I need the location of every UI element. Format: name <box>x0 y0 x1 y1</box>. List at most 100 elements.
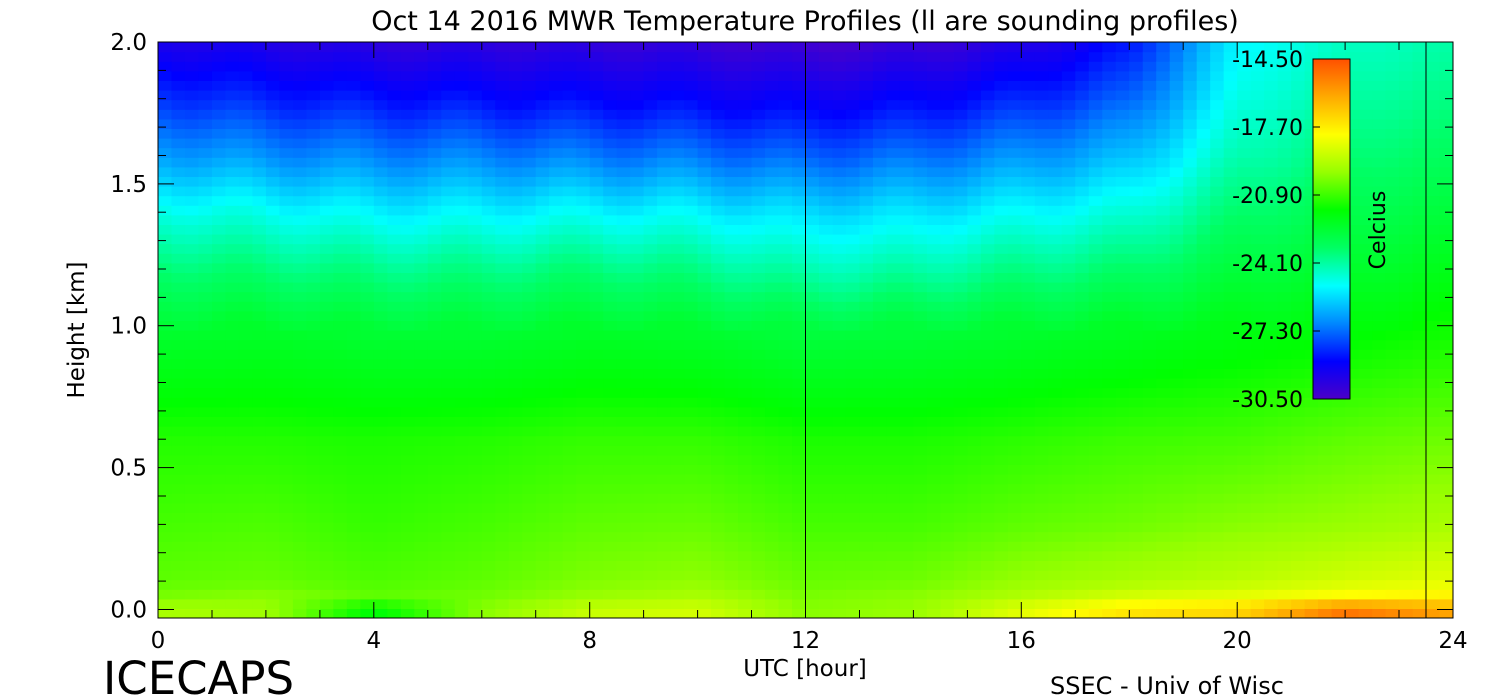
heatmap-cell <box>589 253 604 264</box>
heatmap-cell <box>319 70 334 81</box>
heatmap-cell <box>468 214 483 225</box>
heatmap-cell <box>1061 272 1076 283</box>
heatmap-cell <box>158 358 173 369</box>
heatmap-cell <box>792 291 807 302</box>
heatmap-cell <box>724 128 739 139</box>
heatmap-cell <box>306 339 321 350</box>
heatmap-cell <box>1048 339 1063 350</box>
heatmap-cell <box>238 320 254 331</box>
heatmap-cell <box>1102 234 1117 245</box>
heatmap-cell <box>1048 80 1063 91</box>
heatmap-cell <box>225 253 240 264</box>
heatmap-cell <box>292 589 307 600</box>
heatmap-cell <box>1156 272 1171 283</box>
heatmap-cell <box>1223 272 1238 283</box>
heatmap-cell <box>1075 330 1090 341</box>
heatmap-cell <box>346 454 361 465</box>
heatmap-cell <box>1007 195 1022 206</box>
heatmap-cell <box>373 234 388 245</box>
heatmap-cell <box>751 445 766 456</box>
heatmap-cell <box>454 253 469 264</box>
heatmap-cell <box>427 579 442 590</box>
heatmap-cell <box>495 579 510 590</box>
heatmap-cell <box>711 205 726 216</box>
heatmap-cell <box>980 118 995 129</box>
heatmap-cell <box>1061 70 1076 81</box>
heatmap-cell <box>292 243 307 254</box>
heatmap-cell <box>832 464 847 475</box>
heatmap-cell <box>576 368 591 379</box>
heatmap-cell <box>711 416 726 427</box>
heatmap-cell <box>1196 109 1211 120</box>
heatmap-cell <box>360 358 375 369</box>
heatmap-cell <box>1021 330 1036 341</box>
heatmap-cell <box>279 70 294 81</box>
heatmap-cell <box>643 166 658 177</box>
heatmap-cell <box>670 90 685 101</box>
heatmap-cell <box>1088 483 1103 494</box>
heatmap-cell <box>1169 262 1184 273</box>
heatmap-cell <box>1196 474 1211 485</box>
heatmap-cell <box>778 61 793 72</box>
heatmap-cell <box>319 51 334 62</box>
heatmap-cell <box>576 214 591 225</box>
heatmap-cell <box>360 224 375 235</box>
heatmap-cell <box>279 224 294 235</box>
heatmap-cell <box>778 70 793 81</box>
heatmap-cell <box>279 608 294 618</box>
heatmap-cell <box>967 502 982 513</box>
heatmap-cell <box>832 368 847 379</box>
heatmap-cell <box>630 253 645 264</box>
heatmap-cell <box>225 560 240 571</box>
heatmap-cell <box>1169 42 1184 53</box>
heatmap-cell <box>1223 90 1238 101</box>
heatmap-cell <box>657 330 672 341</box>
heatmap-cell <box>158 253 173 264</box>
heatmap-cell <box>454 224 469 235</box>
heatmap-cell <box>454 406 469 417</box>
heatmap-cell <box>1129 90 1144 101</box>
heatmap-cell <box>306 397 321 408</box>
heatmap-cell <box>414 205 429 216</box>
heatmap-cell <box>1169 493 1184 504</box>
heatmap-cell <box>926 368 941 379</box>
heatmap-cell <box>805 42 820 53</box>
heatmap-cell <box>495 61 510 72</box>
heatmap-cell <box>913 522 928 533</box>
heatmap-cell <box>211 70 227 81</box>
heatmap-cell <box>184 320 200 331</box>
heatmap-cell <box>1223 608 1238 618</box>
heatmap-cell <box>346 214 361 225</box>
heatmap-cell <box>1264 589 1279 600</box>
heatmap-cell <box>198 205 213 216</box>
heatmap-cell <box>630 42 645 53</box>
heatmap-cell <box>171 80 186 91</box>
heatmap-cell <box>751 99 766 110</box>
heatmap-cell <box>211 118 227 129</box>
heatmap-cell <box>265 435 281 446</box>
heatmap-cell <box>845 512 861 523</box>
heatmap-cell <box>306 195 321 206</box>
heatmap-cell <box>603 262 618 273</box>
heatmap-cell <box>899 406 915 417</box>
heatmap-cell <box>387 387 402 398</box>
heatmap-cell <box>319 502 334 513</box>
heatmap-cell <box>738 205 753 216</box>
heatmap-cell <box>1196 301 1211 312</box>
heatmap-cell <box>252 138 267 149</box>
heatmap-cell <box>1075 118 1090 129</box>
heatmap-cell <box>1007 570 1022 581</box>
heatmap-cell <box>576 570 591 581</box>
heatmap-cell <box>913 493 928 504</box>
heatmap-cell <box>1183 205 1198 216</box>
heatmap-cell <box>319 262 334 273</box>
heatmap-cell <box>441 205 456 216</box>
heatmap-cell <box>576 118 591 129</box>
heatmap-cell <box>1183 234 1198 245</box>
heatmap-cell <box>225 368 240 379</box>
heatmap-cell <box>265 531 281 542</box>
heatmap-cell <box>198 243 213 254</box>
heatmap-cell <box>211 368 227 379</box>
heatmap-cell <box>603 51 618 62</box>
heatmap-cell <box>1088 397 1103 408</box>
